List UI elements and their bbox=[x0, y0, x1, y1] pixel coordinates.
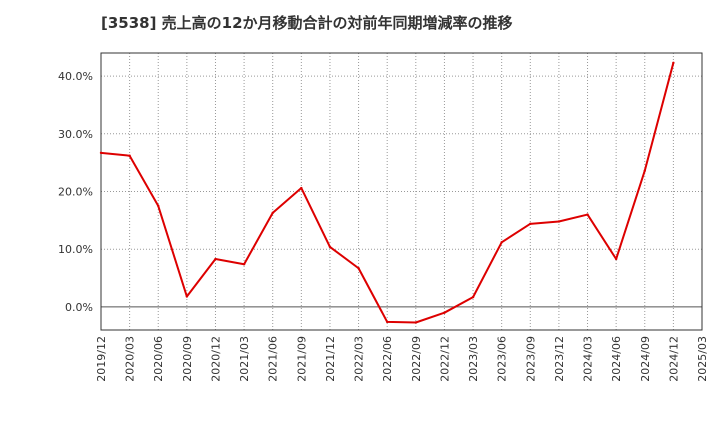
data-point bbox=[529, 222, 532, 226]
data-point bbox=[614, 257, 618, 261]
data-point bbox=[242, 263, 246, 266]
data-point bbox=[300, 186, 303, 190]
data-point bbox=[672, 61, 675, 65]
data-point bbox=[214, 257, 217, 261]
data-point bbox=[99, 151, 103, 155]
y-axis: 0.0% 10.0% 20.0% 30.0% 40.0% bbox=[58, 70, 93, 314]
y-tick-label: 40.0% bbox=[58, 70, 93, 83]
x-tick-label: 2023/09 bbox=[524, 336, 537, 382]
data-point bbox=[586, 213, 589, 216]
x-tick-label: 2022/09 bbox=[410, 336, 423, 382]
data-point bbox=[643, 169, 646, 172]
data-point bbox=[185, 295, 189, 298]
x-tick-label: 2023/12 bbox=[553, 336, 566, 382]
y-tick-label: 10.0% bbox=[58, 243, 93, 256]
x-tick-label: 2020/12 bbox=[209, 336, 222, 382]
x-tick-label: 2020/03 bbox=[124, 336, 137, 382]
data-point bbox=[385, 320, 389, 324]
x-tick-label: 2022/12 bbox=[438, 336, 451, 382]
data-point bbox=[471, 295, 475, 299]
x-tick-label: 2023/06 bbox=[496, 336, 509, 382]
y-tick-label: 30.0% bbox=[58, 128, 93, 141]
data-point bbox=[443, 311, 446, 314]
x-tick-label: 2021/09 bbox=[295, 336, 308, 382]
x-tick-label: 2024/09 bbox=[639, 336, 652, 382]
y-tick-label: 0.0% bbox=[65, 301, 93, 314]
data-point bbox=[271, 211, 274, 215]
data-point bbox=[557, 220, 561, 223]
plot-frame bbox=[100, 52, 703, 331]
chart-title: [3538] 売上高の12か月移動合計の対前年同期増減率の推移 bbox=[101, 14, 513, 32]
x-tick-label: 2019/12 bbox=[95, 336, 108, 382]
x-axis: 2019/12 2020/03 2020/06 2020/09 2020/12 2021/… bbox=[95, 336, 709, 382]
grid bbox=[101, 53, 702, 330]
data-point bbox=[500, 241, 503, 244]
x-tick-label: 2022/03 bbox=[353, 336, 366, 382]
x-tick-label: 2024/12 bbox=[667, 336, 680, 382]
series-layer bbox=[99, 61, 675, 324]
x-tick-label: 2023/03 bbox=[467, 336, 480, 382]
y-tick-label: 20.0% bbox=[58, 186, 93, 199]
data-point bbox=[157, 204, 160, 208]
x-tick-label: 2021/06 bbox=[267, 336, 280, 382]
x-tick-label: 2025/03 bbox=[696, 336, 709, 382]
x-tick-label: 2024/03 bbox=[582, 336, 595, 382]
data-point bbox=[414, 321, 418, 324]
data-point bbox=[128, 154, 131, 157]
x-tick-label: 2021/12 bbox=[324, 336, 337, 382]
data-point bbox=[357, 267, 360, 270]
x-tick-label: 2020/09 bbox=[181, 336, 194, 382]
data-point bbox=[328, 245, 332, 249]
x-tick-label: 2022/06 bbox=[381, 336, 394, 382]
x-tick-label: 2021/03 bbox=[238, 336, 251, 382]
x-tick-label: 2024/06 bbox=[610, 336, 623, 382]
x-tick-label: 2020/06 bbox=[152, 336, 165, 382]
